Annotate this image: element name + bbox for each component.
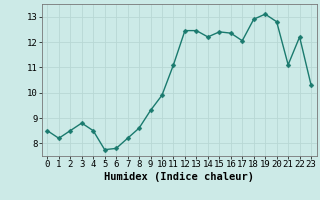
X-axis label: Humidex (Indice chaleur): Humidex (Indice chaleur) [104,172,254,182]
